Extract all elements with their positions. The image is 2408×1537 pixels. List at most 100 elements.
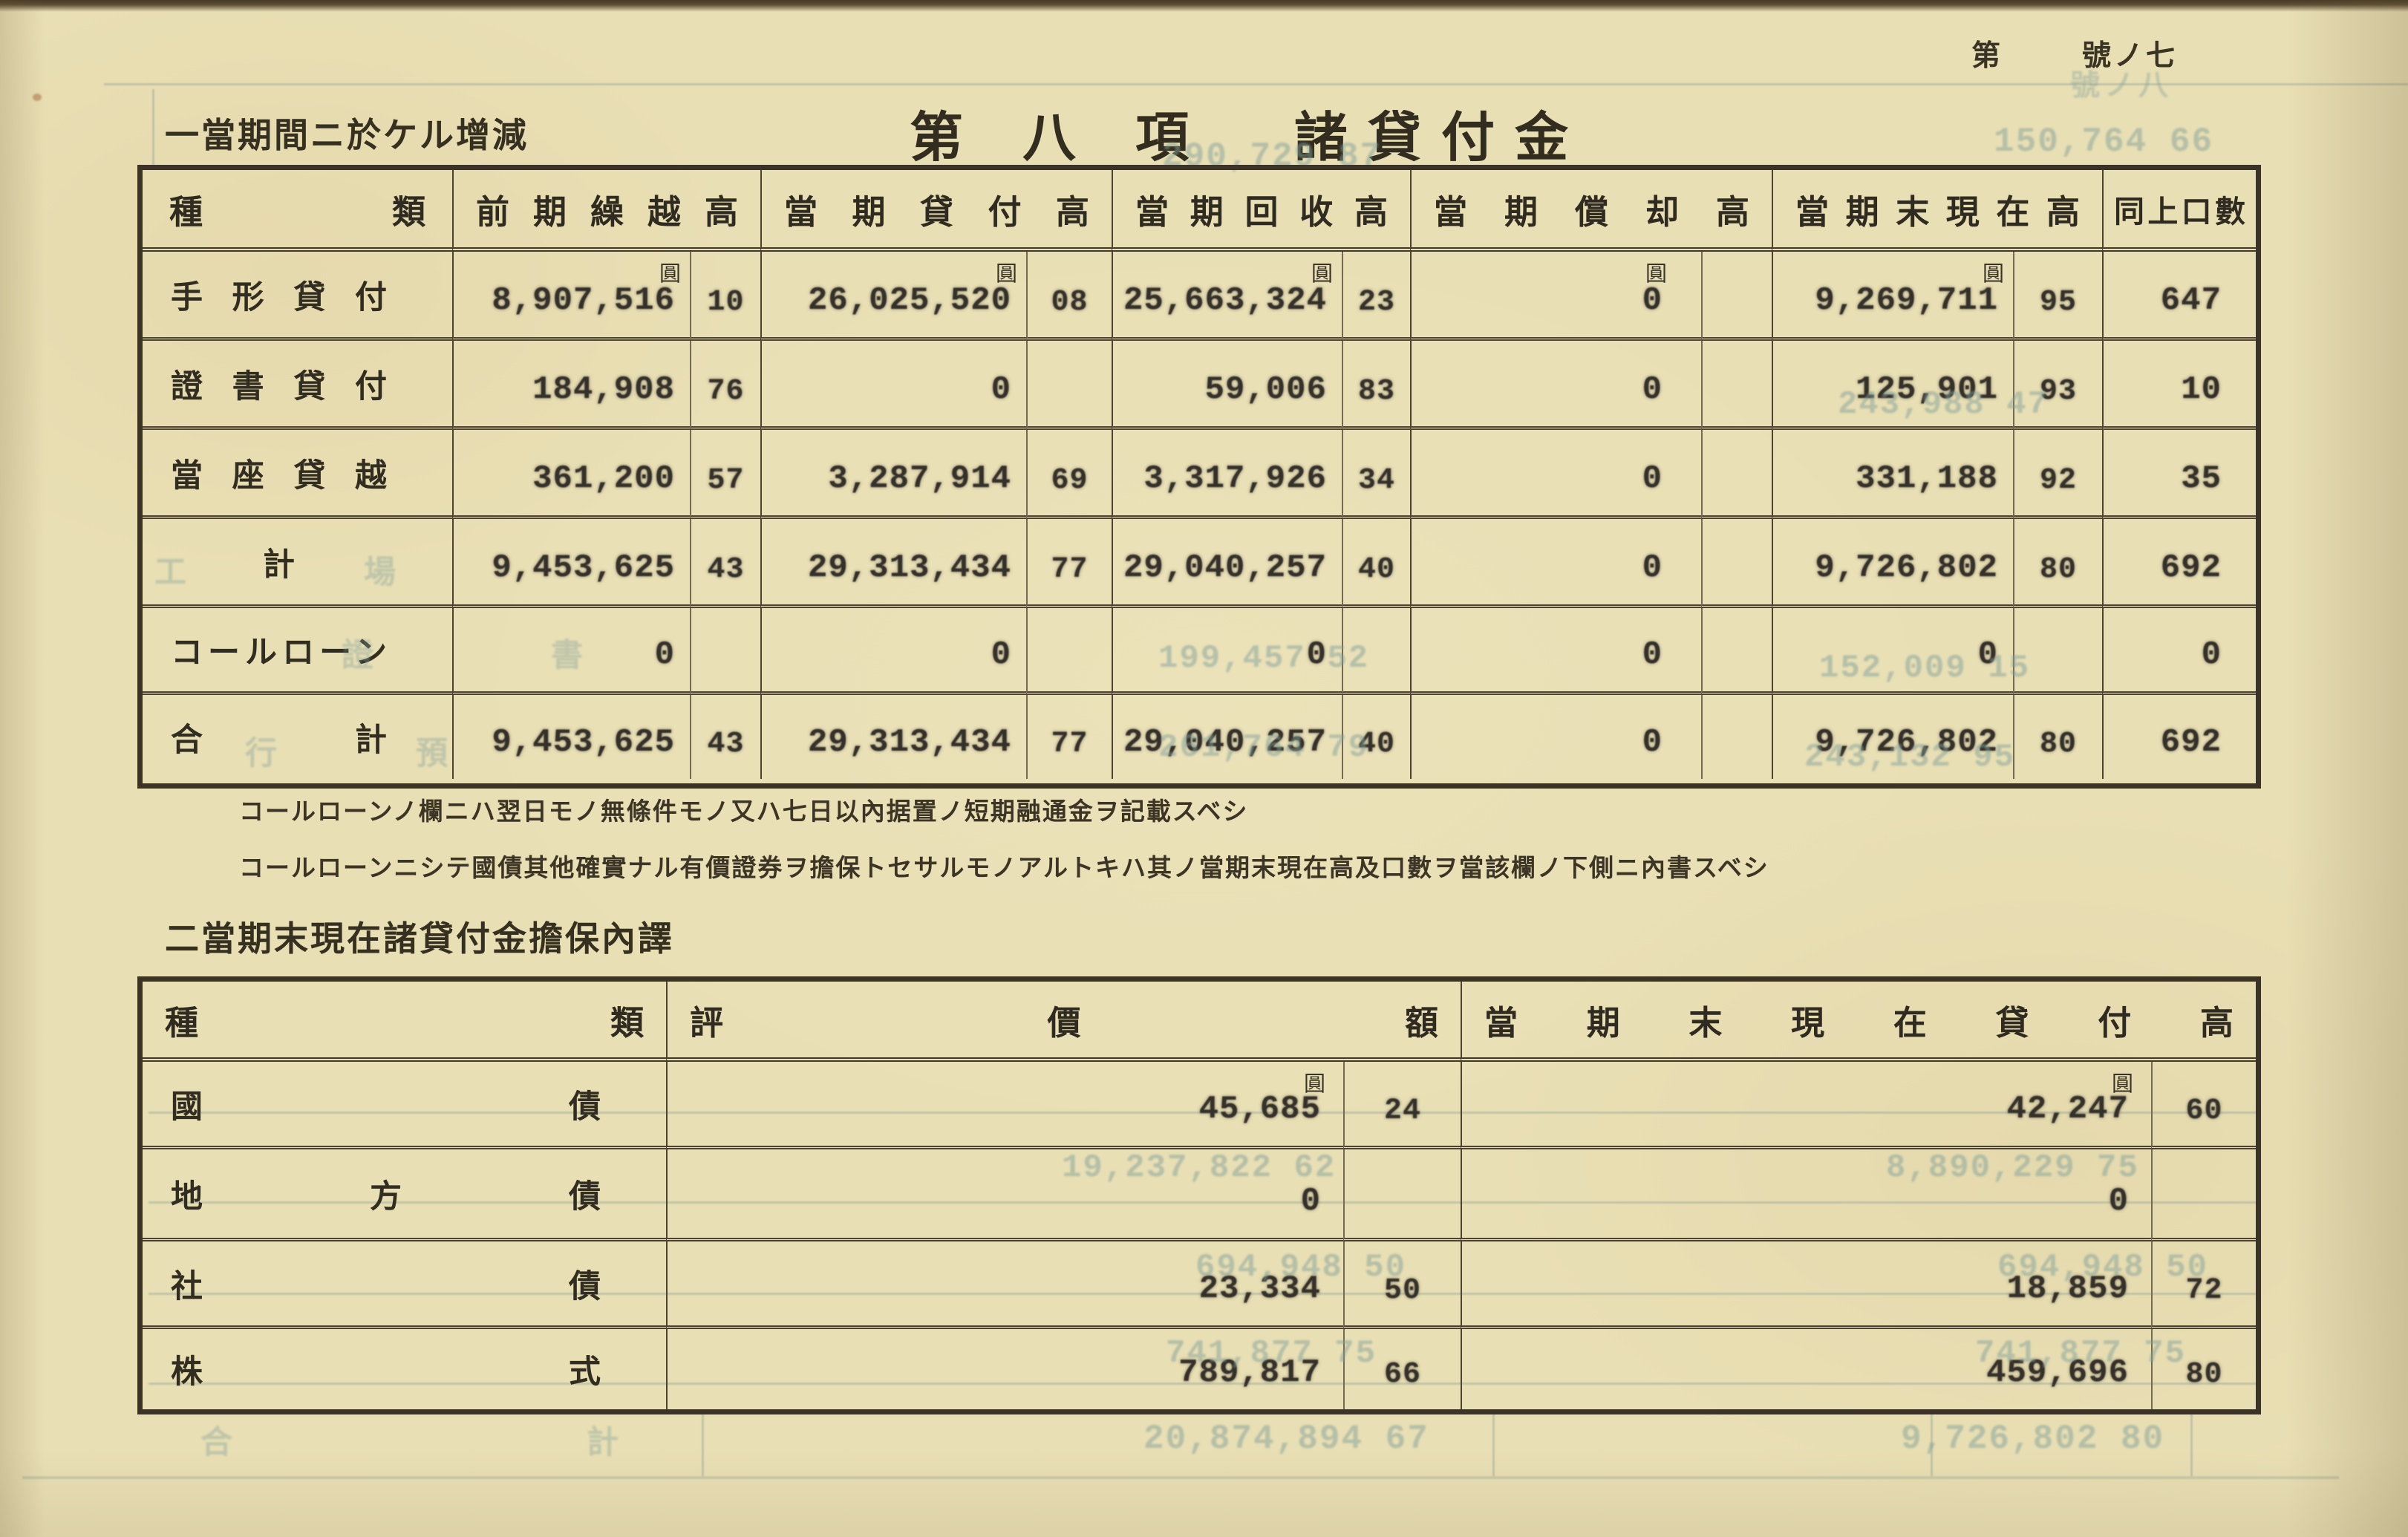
cell-value-main: 圓 45,685	[666, 1062, 1343, 1149]
table1-header-row: 種類 前期繰越高 當期貸付高 當期回收高 當期償却高 當期末現在高 同上口數	[143, 170, 2256, 252]
ghost-number: 199,457 52	[1158, 640, 1370, 677]
ghost-number: 9,726,802 80	[1901, 1420, 2165, 1458]
cell-carry-sen	[690, 608, 760, 695]
table-row-stocks: 株式 789,817 66 459,696 80	[143, 1329, 2256, 1409]
cell-carry-main: 361,200	[452, 430, 690, 519]
header-appraised-value: 評價額	[666, 982, 1461, 1062]
ghost-number: 741,877 75	[1975, 1335, 2187, 1372]
cell-value-sen	[1343, 1149, 1461, 1241]
cell-end-sen: 93	[2013, 341, 2102, 430]
cell-loan-sen: 72	[2151, 1241, 2256, 1329]
table-row-municipal-bonds: 地方債 0 0	[143, 1149, 2256, 1241]
paper-stain	[33, 94, 42, 101]
yen-mark: 圓	[1303, 1072, 1325, 1096]
table-row-corporate-bonds: 社債 23,334 50 18,859 72	[143, 1241, 2256, 1329]
page-title: 第八項 諸貸付金	[910, 94, 1588, 172]
cell-writeoff-sen	[1701, 519, 1772, 608]
page-title-part1: 第八項	[910, 108, 1249, 168]
cell-carry-sen: 43	[690, 519, 760, 608]
cell-collect-sen: 23	[1342, 252, 1410, 341]
cell-lend-sen	[1026, 341, 1112, 430]
cell-collect-sen: 40	[1342, 519, 1410, 608]
ghost-line	[2190, 1412, 2193, 1476]
ghost-number: 741,877 75	[1166, 1335, 1377, 1372]
ghost-line	[1931, 1412, 1933, 1476]
header-period-end-balance: 當期末現在高	[1772, 170, 2102, 252]
ghost-line	[702, 1412, 704, 1476]
table-row-overdrafts: 當座貸越 361,200 57 3,287,914 69 3,317,926 3…	[143, 430, 2256, 519]
cell-writeoff-main: 0	[1410, 608, 1701, 695]
cell-lend-main: 29,313,434	[760, 695, 1026, 779]
table-row-bill-loans: 手形貸付 圓 8,907,516 10 圓 26,025,520 08 圓 25,66…	[143, 252, 2256, 341]
cell-end-main: 圓 9,269,711	[1772, 252, 2013, 341]
cell-writeoff-sen	[1701, 341, 1772, 430]
section2-heading: 二當期末現在諸貸付金擔保內譯	[165, 920, 674, 958]
ghost-doc-number: 號ノ八	[2070, 68, 2173, 102]
cell-end-main: 125,901	[1772, 341, 2013, 430]
ghost-line	[149, 1201, 2257, 1204]
cell-collect-sen: 40	[1342, 695, 1410, 779]
row-label-cell: 證書貸付	[143, 341, 452, 430]
ghost-line	[149, 1293, 2257, 1295]
ghost-kanji: 計	[587, 1426, 619, 1461]
cell-lend-main: 0	[760, 608, 1026, 695]
cell-carry-sen: 76	[690, 341, 760, 430]
ghost-kanji: 證 書	[342, 639, 656, 673]
row-label-cell: 合計	[171, 722, 387, 758]
table2-header-row: 種類 評價額 當期末現在貸付高	[143, 982, 2256, 1062]
yen-mark: 圓	[1982, 262, 2004, 286]
cell-count: 35	[2102, 430, 2256, 519]
cell-writeoff-sen	[1701, 695, 1772, 779]
cell-count: 692	[2102, 695, 2256, 779]
cell-carry-main: 0	[452, 608, 690, 695]
cell-lend-sen: 08	[1026, 252, 1112, 341]
cell-writeoff-sen	[1701, 608, 1772, 695]
cell-loan-sen	[2151, 1149, 2256, 1241]
ghost-kanji: 行	[245, 737, 277, 771]
cell-count: 647	[2102, 252, 2256, 341]
cell-lend-main: 3,287,914	[760, 430, 1026, 519]
ghost-line	[1492, 1412, 1495, 1476]
cell-value-main: 0	[666, 1149, 1343, 1241]
table-row-govt-bonds: 國債 圓 45,685 24 圓 42,247 60	[143, 1062, 2256, 1149]
cell-end-sen	[2013, 608, 2102, 695]
cell-lend-main: 29,313,434	[760, 519, 1026, 608]
cell-collect-main: 圓 25,663,324	[1112, 252, 1342, 341]
cell-carry-main: 9,453,625	[452, 695, 690, 779]
cell-end-main: 331,188	[1772, 430, 2013, 519]
page-title-part2: 諸貸付金	[1294, 108, 1589, 168]
ghost-kanji: 合	[200, 1426, 232, 1461]
row-label-cell: 當座貸越	[143, 430, 452, 519]
ghost-kanji: 工 場	[154, 555, 469, 590]
yen-mark: 圓	[995, 262, 1017, 286]
ghost-number: 694,948 50	[1997, 1249, 2209, 1286]
doc-number-suffix: 號ノ七	[2082, 40, 2179, 72]
cell-writeoff-main: 0	[1410, 430, 1701, 519]
cell-value-sen: 66	[1343, 1329, 1461, 1409]
cell-end-main: 9,726,802	[1772, 519, 2013, 608]
header-end-loan-balance: 當期末現在貸付高	[1461, 982, 2256, 1062]
cell-end-sen: 80	[2013, 519, 2102, 608]
cell-value-sen: 50	[1343, 1241, 1461, 1329]
doc-number: 第 號ノ七	[1971, 33, 2178, 74]
cell-writeoff-main: 0	[1410, 341, 1701, 430]
row-label-cell: 社債	[143, 1241, 666, 1329]
cell-carry-sen: 10	[690, 252, 760, 341]
cell-end-sen: 92	[2013, 430, 2102, 519]
cell-lend-main: 圓 26,025,520	[760, 252, 1026, 341]
ghost-number: 261,764 79	[1158, 729, 1370, 766]
cell-collect-main: 59,006	[1112, 341, 1342, 430]
row-label-cell: コールローン	[143, 608, 452, 695]
cell-collect-sen: 34	[1342, 430, 1410, 519]
ghost-number: 8,890,229 75	[1886, 1149, 2139, 1187]
cell-lend-main: 0	[760, 341, 1026, 430]
ghost-line	[149, 1383, 2257, 1385]
cell-loan-main: 459,696	[1461, 1329, 2151, 1409]
cell-carry-main: 圓 8,907,516	[452, 252, 690, 341]
note-1: コールローンノ欄ニハ翌日モノ無條件モノ又ハ七日以內据置ノ短期融通金ヲ記載スベシ	[239, 799, 1249, 826]
ghost-number: 20,874,894 67	[1143, 1420, 1429, 1458]
ghost-number: 19,237,822 62	[1062, 1149, 1337, 1187]
row-label-cell: 地方債	[143, 1149, 666, 1241]
cell-end-sen: 95	[2013, 252, 2102, 341]
ghost-number: 694,948 50	[1195, 1249, 1407, 1286]
